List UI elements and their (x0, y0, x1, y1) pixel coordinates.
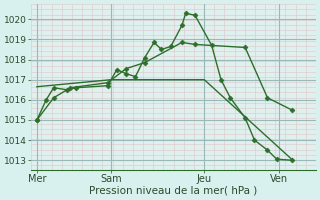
X-axis label: Pression niveau de la mer( hPa ): Pression niveau de la mer( hPa ) (90, 186, 258, 196)
